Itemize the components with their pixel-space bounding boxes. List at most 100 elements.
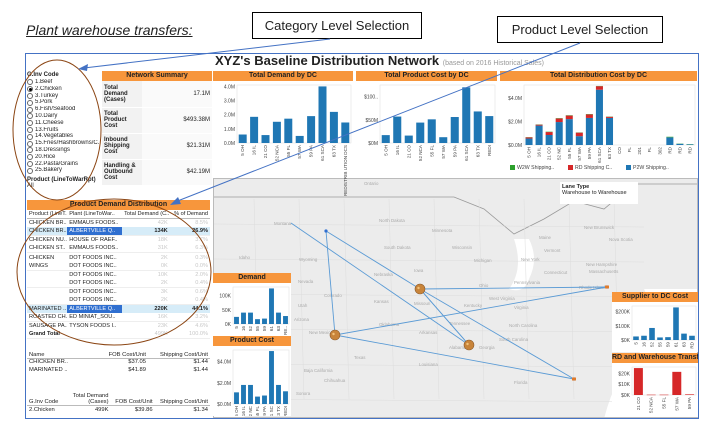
bar[interactable] (262, 395, 267, 404)
bar[interactable] (416, 122, 425, 143)
bar-segment[interactable] (676, 143, 684, 145)
bar[interactable] (672, 371, 682, 395)
bar[interactable] (641, 335, 647, 340)
bar[interactable] (255, 396, 260, 404)
bar-segment[interactable] (595, 86, 603, 90)
filter-option[interactable]: 14.Vegetables (27, 133, 99, 140)
col-total-demand[interactable]: Total Demand (C.. (122, 210, 170, 220)
filter-option[interactable]: 18.Dressings (27, 147, 99, 154)
bar[interactable] (262, 318, 267, 324)
table-row[interactable]: DOT FOODS INC.. 2K 0.4% (27, 278, 210, 288)
bar-segment[interactable] (595, 89, 603, 145)
bar[interactable] (307, 116, 316, 143)
bar[interactable] (284, 118, 293, 143)
radio-unchecked-icon[interactable] (27, 147, 33, 154)
bar-segment[interactable] (535, 125, 543, 145)
lane-line[interactable] (334, 286, 608, 336)
table-row[interactable]: MARINATED .. ALBERTVILLE Q.. 220K 44.1% (27, 304, 210, 314)
bar[interactable] (646, 394, 656, 396)
col-pct-demand[interactable]: % of Demand (169, 210, 210, 220)
bar[interactable] (255, 319, 260, 324)
product-filter-value[interactable]: All (27, 183, 34, 190)
bar[interactable] (283, 391, 288, 404)
radio-unchecked-icon[interactable] (27, 160, 33, 167)
bar[interactable] (241, 384, 246, 404)
bar[interactable] (659, 394, 669, 396)
bar[interactable] (272, 121, 281, 143)
bar[interactable] (341, 122, 350, 143)
bar[interactable] (238, 134, 247, 143)
legend-label[interactable]: W2W Shipping.. (517, 165, 554, 171)
lane-line[interactable] (325, 230, 421, 290)
filter-option[interactable]: 25.Bakery (27, 167, 99, 174)
bar[interactable] (657, 337, 663, 340)
bar[interactable] (665, 337, 671, 340)
bar-segment[interactable] (525, 138, 533, 145)
bar[interactable] (248, 384, 253, 404)
bar[interactable] (276, 384, 281, 404)
radio-unchecked-icon[interactable] (27, 113, 33, 120)
lane-line[interactable] (334, 334, 575, 380)
bar[interactable] (269, 351, 274, 404)
table-row[interactable]: DOT FOODS INC.. 2K 0.4% (27, 295, 210, 306)
radio-checked-icon[interactable] (27, 86, 33, 93)
filter-option[interactable]: 2.Chicken (27, 86, 99, 93)
radio-unchecked-icon[interactable] (27, 126, 33, 133)
bar[interactable] (689, 335, 695, 340)
table-row[interactable]: CHICKEN DOT FOODS INC.. 2K 0.3% (27, 253, 210, 262)
radio-unchecked-icon[interactable] (27, 133, 33, 140)
bar[interactable] (318, 86, 327, 143)
bar[interactable] (241, 312, 246, 324)
radio-unchecked-icon[interactable] (27, 99, 33, 106)
bar[interactable] (404, 135, 413, 143)
bar[interactable] (685, 394, 695, 395)
table-row[interactable]: CHICKEN BR.. ALBERTVILLE Q.. 134K 26.9% (27, 227, 210, 237)
lane-line[interactable] (419, 288, 470, 346)
bar-segment[interactable] (575, 136, 583, 145)
bar[interactable] (633, 336, 639, 340)
filter-option[interactable]: 11.Cheese (27, 120, 99, 127)
table-row[interactable]: SAUSAGE PA.. TYSON FOODS I.. 23K 4.6% (27, 322, 210, 331)
filter-option[interactable]: 6.Fish/Seafood (27, 106, 99, 113)
table-row[interactable]: CHICKEN NU.. HOUSE OF RAEF.. 18K 3.7% (27, 236, 210, 245)
legend-item-warehouse[interactable]: Warehouse to Warehouse (562, 190, 627, 196)
table-row[interactable]: DOT FOODS INC.. 3K 0.6% (27, 287, 210, 296)
bar[interactable] (450, 117, 459, 143)
lane-line[interactable] (419, 288, 575, 380)
warehouse-icon[interactable] (414, 283, 426, 295)
warehouse-icon[interactable] (463, 339, 475, 351)
bar-segment[interactable] (565, 115, 573, 120)
bar[interactable] (439, 137, 448, 143)
filter-option[interactable]: 1.Beef (27, 79, 99, 86)
bar-segment[interactable] (545, 135, 553, 145)
radio-unchecked-icon[interactable] (27, 154, 33, 161)
dc-marker-icon[interactable] (572, 377, 576, 381)
table-row[interactable]: CHICKEN BR.. EMMAUS FOODS.. 42K 8.5% (27, 219, 210, 228)
bar[interactable] (261, 135, 270, 143)
bar-segment[interactable] (686, 144, 694, 145)
bar-segment[interactable] (565, 119, 573, 145)
filter-option[interactable]: 10.Dairy (27, 113, 99, 120)
bar[interactable] (681, 333, 687, 340)
lane-line[interactable] (290, 222, 470, 346)
bar[interactable] (329, 111, 338, 143)
bar[interactable] (234, 392, 239, 404)
bar-segment[interactable] (545, 132, 553, 135)
radio-unchecked-icon[interactable] (27, 120, 33, 127)
radio-unchecked-icon[interactable] (27, 79, 33, 86)
bar-segment[interactable] (535, 124, 543, 126)
dc-marker-icon[interactable] (605, 285, 609, 289)
lane-line[interactable] (419, 286, 608, 290)
filter-option[interactable]: 20.Rice (27, 154, 99, 161)
table-row[interactable]: ROASTED CH.. ED MINIAT_SOU.. 16K 3.2% (27, 313, 210, 323)
legend-label[interactable]: P2W Shipping.. (633, 165, 669, 171)
radio-unchecked-icon[interactable] (27, 106, 33, 113)
bar[interactable] (295, 135, 304, 143)
bar-segment[interactable] (555, 118, 563, 123)
bar-segment[interactable] (666, 136, 674, 138)
bar[interactable] (248, 312, 253, 324)
table-row[interactable]: WINGS DOT FOODS INC.. 0K 0.0% (27, 261, 210, 271)
radio-unchecked-icon[interactable] (27, 92, 33, 99)
col-plant[interactable]: Plant (LineToWar.. (67, 210, 123, 220)
bar[interactable] (473, 111, 482, 143)
